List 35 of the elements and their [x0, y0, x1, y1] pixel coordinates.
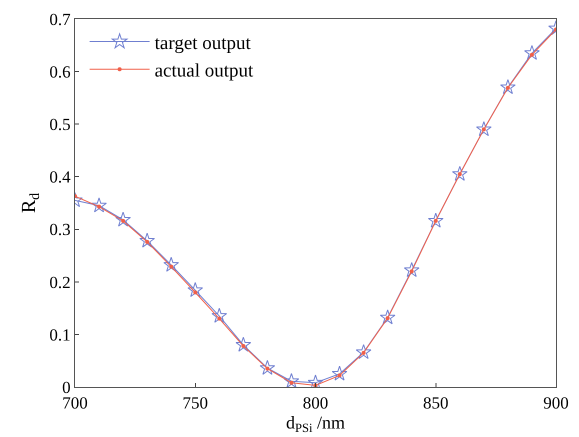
point [163, 256, 180, 272]
point [211, 308, 228, 323]
y-tick-label: 0.4 [49, 168, 72, 187]
point [500, 79, 516, 94]
y-tick-label: 0.7 [49, 10, 72, 29]
x-tick-label: 900 [543, 393, 569, 412]
point [476, 121, 492, 136]
x-tick-label: 850 [423, 393, 448, 412]
point [356, 344, 372, 360]
point [332, 366, 348, 381]
x-tick-label: 750 [182, 393, 208, 412]
point [193, 290, 198, 294]
legend-label: target output [154, 32, 252, 54]
point [404, 262, 420, 278]
point [187, 282, 204, 297]
point [380, 309, 396, 324]
point [236, 336, 252, 352]
y-tick-label: 0.5 [49, 115, 71, 134]
y-tick-label: 0.3 [49, 220, 71, 240]
x-tick-label: 800 [302, 393, 328, 412]
point [524, 44, 540, 60]
point [91, 197, 107, 212]
point [115, 212, 131, 227]
point [452, 166, 468, 181]
legend-label: actual output [154, 60, 254, 82]
y-tick-label: 0.1 [49, 325, 71, 344]
y-tick-label: 0.6 [49, 62, 71, 82]
point [217, 316, 222, 321]
x-axis-title: d$_{PSi}$ /nm [286, 412, 346, 436]
point [260, 360, 276, 375]
point [284, 373, 300, 387]
point [289, 380, 294, 385]
point [139, 232, 155, 248]
y-tick-label: 0.2 [49, 272, 71, 292]
point [428, 212, 444, 228]
